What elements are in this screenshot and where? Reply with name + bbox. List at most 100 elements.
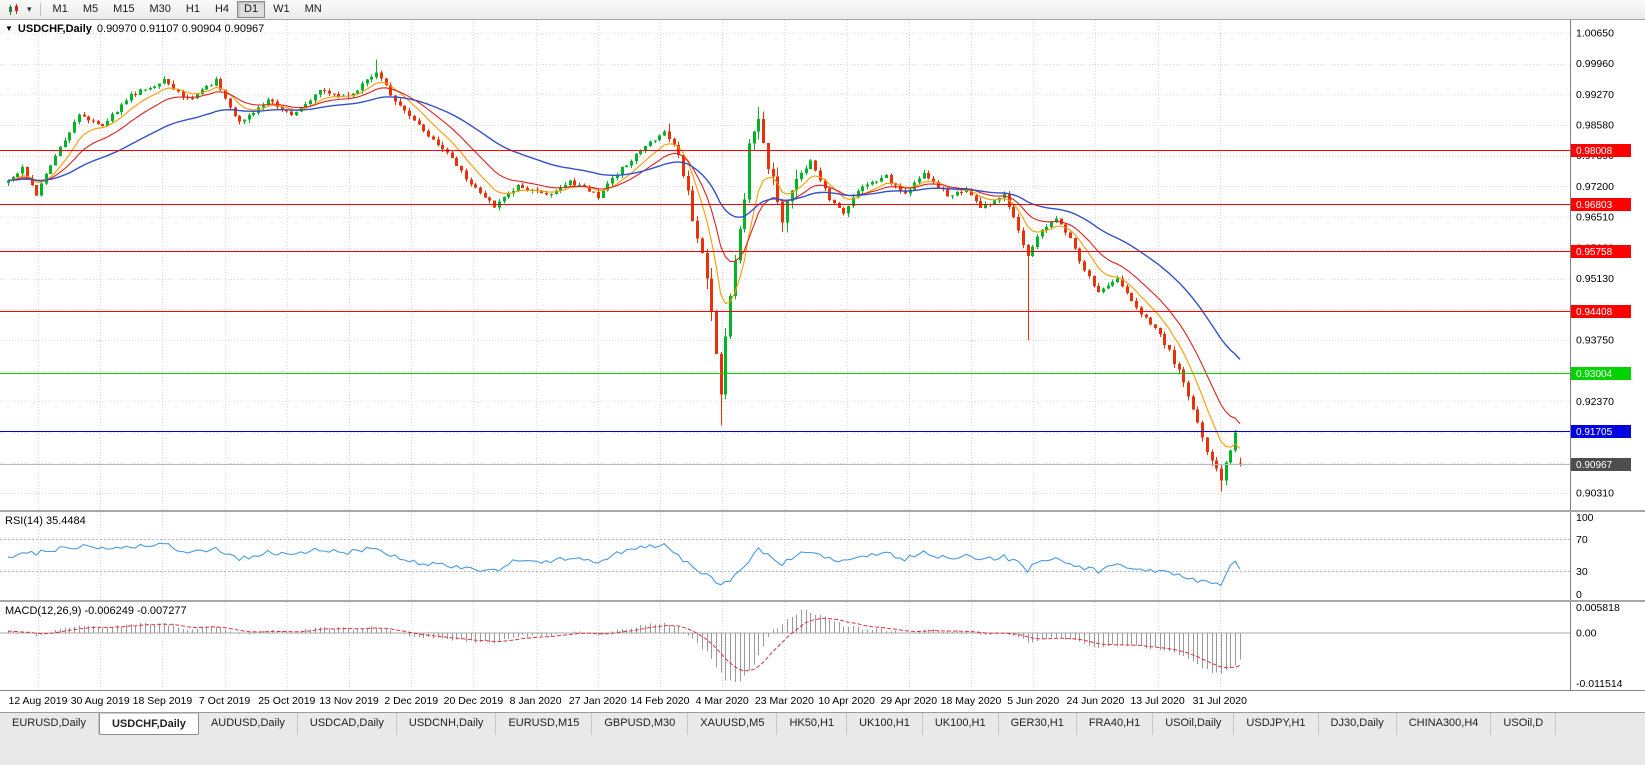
chart-tab-audusd-daily[interactable]: AUDUSD,Daily bbox=[198, 713, 298, 735]
timeframe-mn[interactable]: MN bbox=[304, 3, 322, 15]
chart-tab-eurusd-daily[interactable]: EURUSD,Daily bbox=[0, 713, 99, 735]
horizontal-line-0.94408[interactable]: 0.94408 bbox=[0, 305, 1631, 318]
chart-tab-gbpusd-m30[interactable]: GBPUSD,M30 bbox=[592, 713, 689, 735]
macd-grid bbox=[38, 602, 1221, 690]
date-tick-label: 8 Jan 2020 bbox=[509, 695, 562, 707]
price-tick-label: 0.97200 bbox=[1576, 181, 1614, 193]
chart-tab-usdcad-daily[interactable]: USDCAD,Daily bbox=[297, 713, 397, 735]
hline-price-badge: 0.91705 bbox=[1576, 427, 1613, 438]
rsi-axis-label: 30 bbox=[1576, 566, 1588, 578]
date-tick-label: 31 Jul 2020 bbox=[1192, 695, 1247, 707]
date-tick-label: 10 Apr 2020 bbox=[818, 695, 875, 707]
timeframe-h4[interactable]: H4 bbox=[214, 3, 230, 15]
chart-tab-hk50-h1[interactable]: HK50,H1 bbox=[777, 713, 848, 735]
chart-tab-xauusd-m5[interactable]: XAUUSD,M5 bbox=[688, 713, 778, 735]
timeframe-h1[interactable]: H1 bbox=[185, 3, 200, 15]
chart-tab-usdcnh-daily[interactable]: USDCNH,Daily bbox=[396, 713, 497, 735]
current-price-line: 0.90967 bbox=[0, 458, 1631, 471]
moving-average-8 bbox=[7, 81, 1241, 449]
macd-axis-label: 0.00 bbox=[1576, 627, 1597, 639]
timeframe-m15[interactable]: M15 bbox=[113, 3, 135, 15]
candlesticks bbox=[7, 59, 1242, 492]
timeframe-w1[interactable]: W1 bbox=[273, 3, 290, 15]
chart-dropdown-button[interactable]: ▾ bbox=[24, 2, 35, 18]
chart-tab-usdchf-daily[interactable]: USDCHF,Daily bbox=[98, 713, 199, 735]
date-tick-label: 7 Oct 2019 bbox=[198, 695, 251, 707]
moving-average-16 bbox=[7, 87, 1241, 424]
macd-label: MACD(12,26,9) -0.006249 -0.007277 bbox=[5, 605, 187, 617]
rsi-axis-label: 0 bbox=[1576, 589, 1582, 600]
chart-type-button[interactable] bbox=[4, 2, 24, 18]
date-tick-label: 2 Dec 2019 bbox=[384, 695, 439, 707]
rsi-line bbox=[7, 542, 1241, 587]
date-tick-label: 25 Oct 2019 bbox=[258, 695, 316, 707]
horizontal-line-0.95758[interactable]: 0.95758 bbox=[0, 245, 1631, 258]
date-tick-label: 12 Aug 2019 bbox=[8, 695, 68, 707]
chart-tab-eurusd-m15[interactable]: EURUSD,M15 bbox=[496, 713, 593, 735]
chart-tab-china300-h4[interactable]: CHINA300,H4 bbox=[1396, 713, 1492, 735]
triangle-marker-icon: ▼ bbox=[5, 24, 13, 33]
date-tick-label: 13 Nov 2019 bbox=[319, 695, 379, 707]
timeframe-m1[interactable]: M1 bbox=[52, 3, 68, 15]
rsi-indicator-canvas[interactable]: 100 70 30 0 bbox=[0, 512, 1645, 600]
candlestick-chart-icon bbox=[9, 3, 18, 15]
date-tick-label: 20 Dec 2019 bbox=[443, 695, 504, 707]
panel-splitter[interactable] bbox=[0, 600, 1645, 602]
chart-area: 1.006500.999600.992700.985800.978900.972… bbox=[0, 20, 1645, 712]
date-tick-label: 24 Jun 2020 bbox=[1066, 695, 1125, 707]
chart-tab-usdjpy-h1[interactable]: USDJPY,H1 bbox=[1234, 713, 1319, 735]
horizontal-line-0.96803[interactable]: 0.96803 bbox=[0, 198, 1631, 211]
chart-tab-uk100-h1[interactable]: UK100,H1 bbox=[922, 713, 999, 735]
horizontal-line-0.98008[interactable]: 0.98008 bbox=[0, 144, 1631, 157]
rsi-panel: 100 70 30 0 RSI(14) 35.4484 bbox=[0, 512, 1645, 600]
chart-tab-ger30-h1[interactable]: GER30,H1 bbox=[998, 713, 1077, 735]
price-tick-label: 0.98580 bbox=[1576, 120, 1614, 132]
chart-tabs: EURUSD,Daily USDCHF,Daily AUDUSD,Daily USDC… bbox=[0, 713, 1645, 735]
chart-tab-usoil-daily[interactable]: USOil,Daily bbox=[1153, 713, 1235, 735]
timeframe-m30[interactable]: M30 bbox=[149, 3, 171, 15]
bid-price-badge: 0.90967 bbox=[1576, 460, 1613, 471]
timeframe-m5[interactable]: M5 bbox=[82, 3, 99, 15]
chart-grid bbox=[0, 20, 1570, 510]
timeframe-buttons: M1 M5 M15 M30 H1 H4 D1 W1 MN bbox=[46, 1, 329, 18]
price-tick-label: 0.95130 bbox=[1576, 273, 1614, 285]
timeframe-toolbar: ▾ M1 M5 M15 M30 H1 H4 D1 W1 MN bbox=[0, 0, 1645, 20]
horizontal-line-0.91705[interactable]: 0.91705 bbox=[0, 425, 1631, 438]
date-tick-label: 18 Sep 2019 bbox=[132, 695, 193, 707]
price-tick-label: 0.90310 bbox=[1576, 488, 1614, 500]
chevron-down-icon: ▾ bbox=[27, 4, 32, 14]
rsi-axis-label: 70 bbox=[1576, 534, 1588, 546]
date-tick-label: 30 Aug 2019 bbox=[70, 695, 130, 707]
price-tick-label: 0.99270 bbox=[1576, 89, 1614, 101]
date-tick-label: 5 Jun 2020 bbox=[1007, 695, 1060, 707]
hline-price-badge: 0.96803 bbox=[1576, 200, 1613, 211]
macd-indicator-canvas[interactable]: 0.005818 0.00 -0.011514 bbox=[0, 602, 1645, 690]
chart-tab-uk100-h1[interactable]: UK100,H1 bbox=[847, 713, 923, 735]
macd-axis-label: 0.005818 bbox=[1576, 602, 1620, 614]
macd-histogram bbox=[8, 609, 1241, 682]
date-tick-label: 14 Feb 2020 bbox=[630, 695, 690, 707]
horizontal-line-0.93004[interactable]: 0.93004 bbox=[0, 367, 1631, 380]
chart-tab-fra40-h1[interactable]: FRA40,H1 bbox=[1076, 713, 1154, 735]
price-tick-label: 0.99960 bbox=[1576, 58, 1614, 70]
chart-header: ▼ USDCHF,Daily 0.90970 0.91107 0.90904 0… bbox=[5, 23, 264, 35]
rsi-axis-label: 100 bbox=[1576, 512, 1594, 524]
chart-tab-usoil-d[interactable]: USOil,D bbox=[1491, 713, 1557, 735]
chart-tabs-bar: EURUSD,Daily USDCHF,Daily AUDUSD,Daily USDC… bbox=[0, 712, 1645, 765]
macd-axis-label: -0.011514 bbox=[1576, 678, 1623, 690]
panel-splitter[interactable] bbox=[0, 510, 1645, 512]
date-tick-label: 13 Jul 2020 bbox=[1130, 695, 1185, 707]
date-tick-label: 4 Mar 2020 bbox=[695, 695, 749, 707]
time-axis[interactable]: 12 Aug 2019 30 Aug 2019 18 Sep 2019 7 Oct 2… bbox=[0, 690, 1645, 712]
hline-price-badge: 0.94408 bbox=[1576, 307, 1613, 318]
price-chart-canvas[interactable]: 1.006500.999600.992700.985800.978900.972… bbox=[0, 20, 1645, 510]
rsi-label: RSI(14) 35.4484 bbox=[5, 515, 86, 527]
hline-price-badge: 0.98008 bbox=[1576, 146, 1613, 157]
macd-signal-line bbox=[8, 617, 1241, 672]
toolbar-separator bbox=[39, 3, 41, 16]
price-tick-label: 0.96510 bbox=[1576, 212, 1614, 224]
timeframe-d1[interactable]: D1 bbox=[237, 1, 266, 18]
chart-tab-dj30-daily[interactable]: DJ30,Daily bbox=[1318, 713, 1397, 735]
date-tick-label: 18 May 2020 bbox=[940, 695, 1002, 707]
